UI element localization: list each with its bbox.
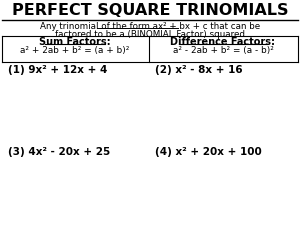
Text: Difference Factors:: Difference Factors: <box>170 37 275 47</box>
Text: (4) x² + 20x + 100: (4) x² + 20x + 100 <box>155 147 262 157</box>
Text: (1) 9x² + 12x + 4: (1) 9x² + 12x + 4 <box>8 65 107 75</box>
Text: (2) x² - 8x + 16: (2) x² - 8x + 16 <box>155 65 243 75</box>
Text: factored to be a (BINOMIAL Factor) squared: factored to be a (BINOMIAL Factor) squar… <box>55 30 245 39</box>
Text: PERFECT SQUARE TRINOMIALS: PERFECT SQUARE TRINOMIALS <box>12 3 288 18</box>
Text: Any trinomial of the form ax² + bx + c that can be: Any trinomial of the form ax² + bx + c t… <box>40 22 260 31</box>
Text: Sum Factors:: Sum Factors: <box>39 37 111 47</box>
Text: a² - 2ab + b² = (a - b)²: a² - 2ab + b² = (a - b)² <box>172 46 273 55</box>
Text: a² + 2ab + b² = (a + b)²: a² + 2ab + b² = (a + b)² <box>20 46 130 55</box>
Text: (3) 4x² - 20x + 25: (3) 4x² - 20x + 25 <box>8 147 110 157</box>
